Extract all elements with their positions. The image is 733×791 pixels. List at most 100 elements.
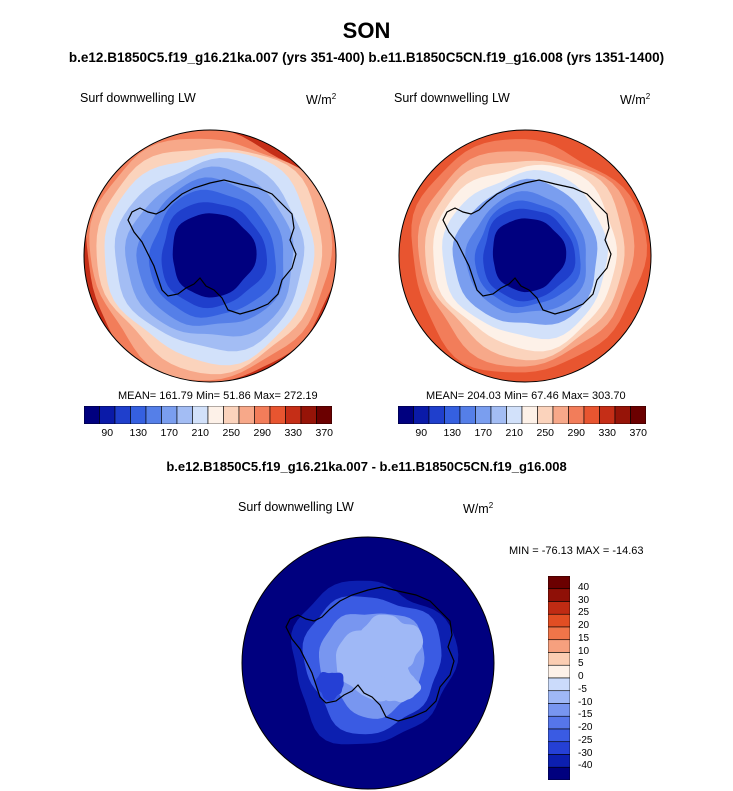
map-boundary — [398, 129, 652, 383]
colorbar-swatch — [630, 406, 646, 424]
panel2-stats: MEAN= 204.03 Min= 67.46 Max= 303.70 — [426, 390, 626, 402]
colorbar-swatch — [254, 406, 271, 424]
panel2-colorbar — [398, 406, 646, 424]
panel2-units: W/m2 — [620, 92, 651, 108]
colorbar-swatch — [475, 406, 492, 424]
colorbar-swatch — [552, 406, 569, 424]
panel3-colorbar-ticks: 40 30 25 20 15 10 5 0 -5 -10 -15 -20 -25 -30 -40 — [578, 576, 618, 780]
difference-title: b.e12.B1850C5.f19_g16.21ka.007 - b.e11.B… — [166, 459, 567, 474]
colorbar-swatch — [548, 754, 570, 768]
colorbar-swatch — [548, 741, 570, 755]
colorbar-tick-label: -20 — [578, 722, 593, 733]
panel2-variable-label: Surf downwelling LW — [394, 91, 510, 105]
colorbar-tick-label: 40 — [578, 581, 590, 593]
colorbar-tick-label: 10 — [578, 645, 590, 657]
panel3-units: W/m2 — [463, 501, 494, 517]
colorbar-tick-label: -10 — [578, 696, 593, 708]
colorbar-swatch — [99, 406, 116, 424]
colorbar-swatch — [316, 406, 332, 424]
panel1-colorbar — [84, 406, 332, 424]
panel3-polar-map — [241, 536, 495, 790]
colorbar-swatch — [548, 601, 570, 615]
colorbar-tick-label: 20 — [578, 620, 590, 631]
colorbar-tick-label: 330 — [284, 427, 303, 439]
colorbar-swatch — [548, 576, 570, 590]
colorbar-swatch — [192, 406, 209, 424]
colorbar-swatch — [548, 664, 570, 679]
colorbar-swatch — [548, 728, 570, 743]
colorbar-tick-label: 25 — [578, 607, 590, 619]
colorbar-swatch — [548, 690, 570, 704]
antarctica-coastline — [127, 179, 297, 315]
colorbar-tick-label: 330 — [598, 427, 617, 439]
colorbar-swatch — [537, 406, 554, 424]
colorbar-swatch — [207, 406, 224, 424]
colorbar-swatch — [300, 406, 317, 424]
colorbar-tick-label: -5 — [578, 683, 587, 695]
main-title: SON — [342, 18, 391, 43]
contour-band-0 — [492, 218, 567, 293]
colorbar-swatch — [490, 406, 507, 424]
colorbar-swatch — [548, 766, 570, 780]
panel3-variable-label: Surf downwelling LW — [238, 500, 354, 514]
colorbar-tick-label: 370 — [315, 427, 334, 439]
colorbar-swatch — [568, 406, 585, 424]
colorbar-swatch — [506, 406, 523, 424]
colorbar-swatch — [614, 406, 631, 424]
colorbar-swatch — [548, 715, 570, 730]
panel2-colorbar-ticks: 90 130 170 210 250 290 330 370 — [398, 427, 647, 441]
colorbar-swatch — [599, 406, 616, 424]
colorbar-swatch — [285, 406, 302, 424]
colorbar-swatch — [145, 406, 162, 424]
colorbar-tick-label: -25 — [578, 734, 593, 746]
colorbar-tick-label: 0 — [578, 671, 584, 682]
colorbar-tick-label: 130 — [129, 427, 148, 439]
colorbar-swatch — [161, 406, 178, 424]
colorbar-tick-label: 5 — [578, 658, 584, 670]
colorbar-swatch — [444, 406, 461, 424]
colorbar-tick-label: 290 — [567, 427, 586, 439]
map-boundary — [83, 129, 337, 383]
colorbar-tick-label: -15 — [578, 709, 593, 721]
colorbar-swatch — [548, 613, 570, 628]
colorbar-tick-label: 290 — [253, 427, 272, 439]
panel3-stats: MIN = -76.13 MAX = -14.63 — [509, 545, 644, 557]
colorbar-swatch — [548, 639, 570, 653]
colorbar-tick-label: 170 — [474, 427, 493, 439]
colorbar-tick-label: 170 — [160, 427, 179, 439]
colorbar-tick-label: 90 — [415, 427, 428, 439]
colorbar-tick-label: 250 — [222, 427, 241, 439]
colorbar-swatch — [548, 677, 570, 692]
panel1-units: W/m2 — [306, 92, 337, 108]
subtitle: b.e12.B1850C5.f19_g16.21ka.007 (yrs 351-… — [68, 50, 665, 65]
colorbar-swatch — [223, 406, 240, 424]
panel1-colorbar-ticks: 90 130 170 210 250 290 330 370 — [84, 427, 333, 441]
colorbar-tick-label: 30 — [578, 594, 590, 606]
colorbar-swatch — [269, 406, 286, 424]
colorbar-swatch — [413, 406, 430, 424]
colorbar-tick-label: 90 — [101, 427, 114, 439]
panel1-stats: MEAN= 161.79 Min= 51.86 Max= 272.19 — [118, 390, 318, 402]
colorbar-swatch — [521, 406, 538, 424]
colorbar-swatch — [130, 406, 147, 424]
colorbar-tick-label: 210 — [505, 427, 524, 439]
colorbar-tick-label: 250 — [536, 427, 555, 439]
panel1-variable-label: Surf downwelling LW — [80, 91, 196, 105]
contour-band-2 — [315, 672, 344, 701]
colorbar-swatch — [114, 406, 131, 424]
contour-band-0 — [172, 213, 257, 298]
panel2-polar-map — [398, 129, 652, 383]
antarctica-coastline — [285, 586, 455, 722]
colorbar-swatch — [548, 588, 570, 602]
colorbar-swatch — [459, 406, 476, 424]
colorbar-swatch — [548, 703, 570, 717]
colorbar-tick-label: 130 — [443, 427, 462, 439]
contour-band-6 — [359, 614, 424, 677]
panel3-colorbar — [548, 576, 570, 780]
contour-band-6 — [381, 665, 422, 703]
colorbar-swatch — [548, 626, 570, 641]
colorbar-swatch — [583, 406, 600, 424]
colorbar-swatch — [238, 406, 255, 424]
colorbar-swatch — [548, 652, 570, 666]
colorbar-swatch — [84, 406, 100, 424]
